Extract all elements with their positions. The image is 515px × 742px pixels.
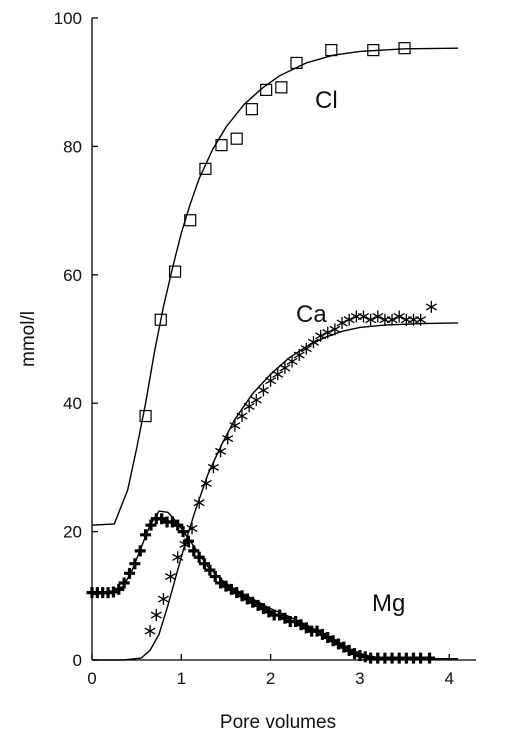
data-point-mg [140, 529, 152, 541]
data-point-ca [193, 496, 205, 509]
model-curve-cl [91, 47, 459, 526]
data-point-cl [260, 83, 273, 97]
data-point-ca [157, 593, 169, 606]
series-label-mg: Mg [372, 590, 405, 617]
data-point-ca [243, 400, 255, 413]
data-point-ca [343, 313, 355, 326]
data-point-ca [236, 410, 248, 423]
y-axis-title: mmol/l [18, 311, 39, 367]
data-point-ca [350, 310, 362, 323]
data-point-ca [393, 310, 405, 323]
data-point-ca [425, 300, 437, 313]
data-point-ca [286, 355, 298, 368]
data-point-cl [168, 265, 182, 278]
data-point-ca [379, 313, 391, 326]
data-point-mg [145, 519, 157, 531]
x-tick-label: 4 [444, 669, 453, 688]
data-point-ca [272, 368, 284, 381]
y-tick-label: 0 [73, 651, 82, 670]
data-point-ca [357, 310, 370, 323]
data-point-ca [315, 329, 327, 342]
data-point-mg [349, 648, 361, 660]
x-tick-label: 1 [177, 669, 186, 688]
data-point-cl [367, 43, 380, 57]
data-point-mg [172, 519, 184, 531]
data-point-ca [207, 461, 219, 474]
data-point-ca [229, 419, 241, 432]
data-point-ca [415, 313, 427, 326]
data-point-ca [215, 445, 227, 458]
data-point-cl [215, 139, 228, 152]
data-point-mg [199, 558, 211, 570]
data-point-mg [118, 577, 130, 589]
data-point-ca [307, 336, 319, 349]
data-point-ca [172, 551, 184, 564]
series-label-ca: Ca [296, 301, 327, 328]
data-point-mg [188, 545, 200, 557]
data-point-mg [182, 535, 194, 547]
x-tick-label: 0 [87, 669, 96, 688]
data-point-ca [200, 477, 212, 490]
data-point-cl [245, 103, 258, 116]
data-point-cl [199, 162, 212, 175]
x-axis-title: Pore volumes [220, 712, 336, 733]
data-point-ca [300, 342, 312, 355]
data-point-mg [209, 571, 221, 583]
data-point-cl [275, 81, 288, 94]
data-point-ca [250, 393, 262, 406]
data-point-cl [154, 313, 167, 326]
data-point-mg [177, 526, 189, 538]
y-tick-label: 60 [63, 266, 82, 285]
data-point-ca [336, 316, 348, 329]
data-point-mg [193, 551, 205, 563]
y-tick-label: 20 [63, 523, 82, 542]
x-tick-label: 3 [355, 669, 364, 688]
data-markers [86, 42, 437, 664]
y-tick-label: 100 [54, 9, 82, 28]
data-point-cl [184, 214, 197, 227]
data-point-mg [204, 564, 216, 576]
data-point-ca [386, 313, 398, 326]
data-point-ca [293, 349, 305, 362]
data-point-mg [134, 545, 146, 557]
y-tick-label: 40 [63, 394, 82, 413]
data-point-cl [139, 409, 152, 423]
model-curves [91, 47, 459, 661]
series-label-cl: Cl [315, 87, 338, 114]
data-point-ca [222, 432, 234, 445]
data-point-ca [265, 374, 277, 387]
data-point-ca [257, 384, 269, 397]
axes [91, 18, 476, 661]
data-point-cl [290, 56, 303, 70]
data-point-mg [124, 567, 136, 579]
data-point-mg [113, 583, 125, 595]
data-point-ca [165, 570, 177, 583]
data-point-cl [230, 132, 243, 145]
data-point-ca [279, 361, 291, 374]
data-point-mg [424, 652, 436, 664]
data-point-ca [372, 310, 384, 323]
data-point-ca [322, 326, 334, 339]
data-point-ca [365, 313, 377, 326]
x-tick-label: 2 [266, 669, 275, 688]
data-point-ca [150, 609, 162, 622]
model-curve-ca [92, 322, 459, 661]
data-point-ca [144, 625, 156, 638]
y-tick-label: 80 [63, 137, 82, 156]
data-point-cl [325, 43, 338, 57]
data-point-cl [398, 42, 411, 55]
data-point-ca [329, 323, 341, 336]
data-point-mg [129, 558, 141, 570]
